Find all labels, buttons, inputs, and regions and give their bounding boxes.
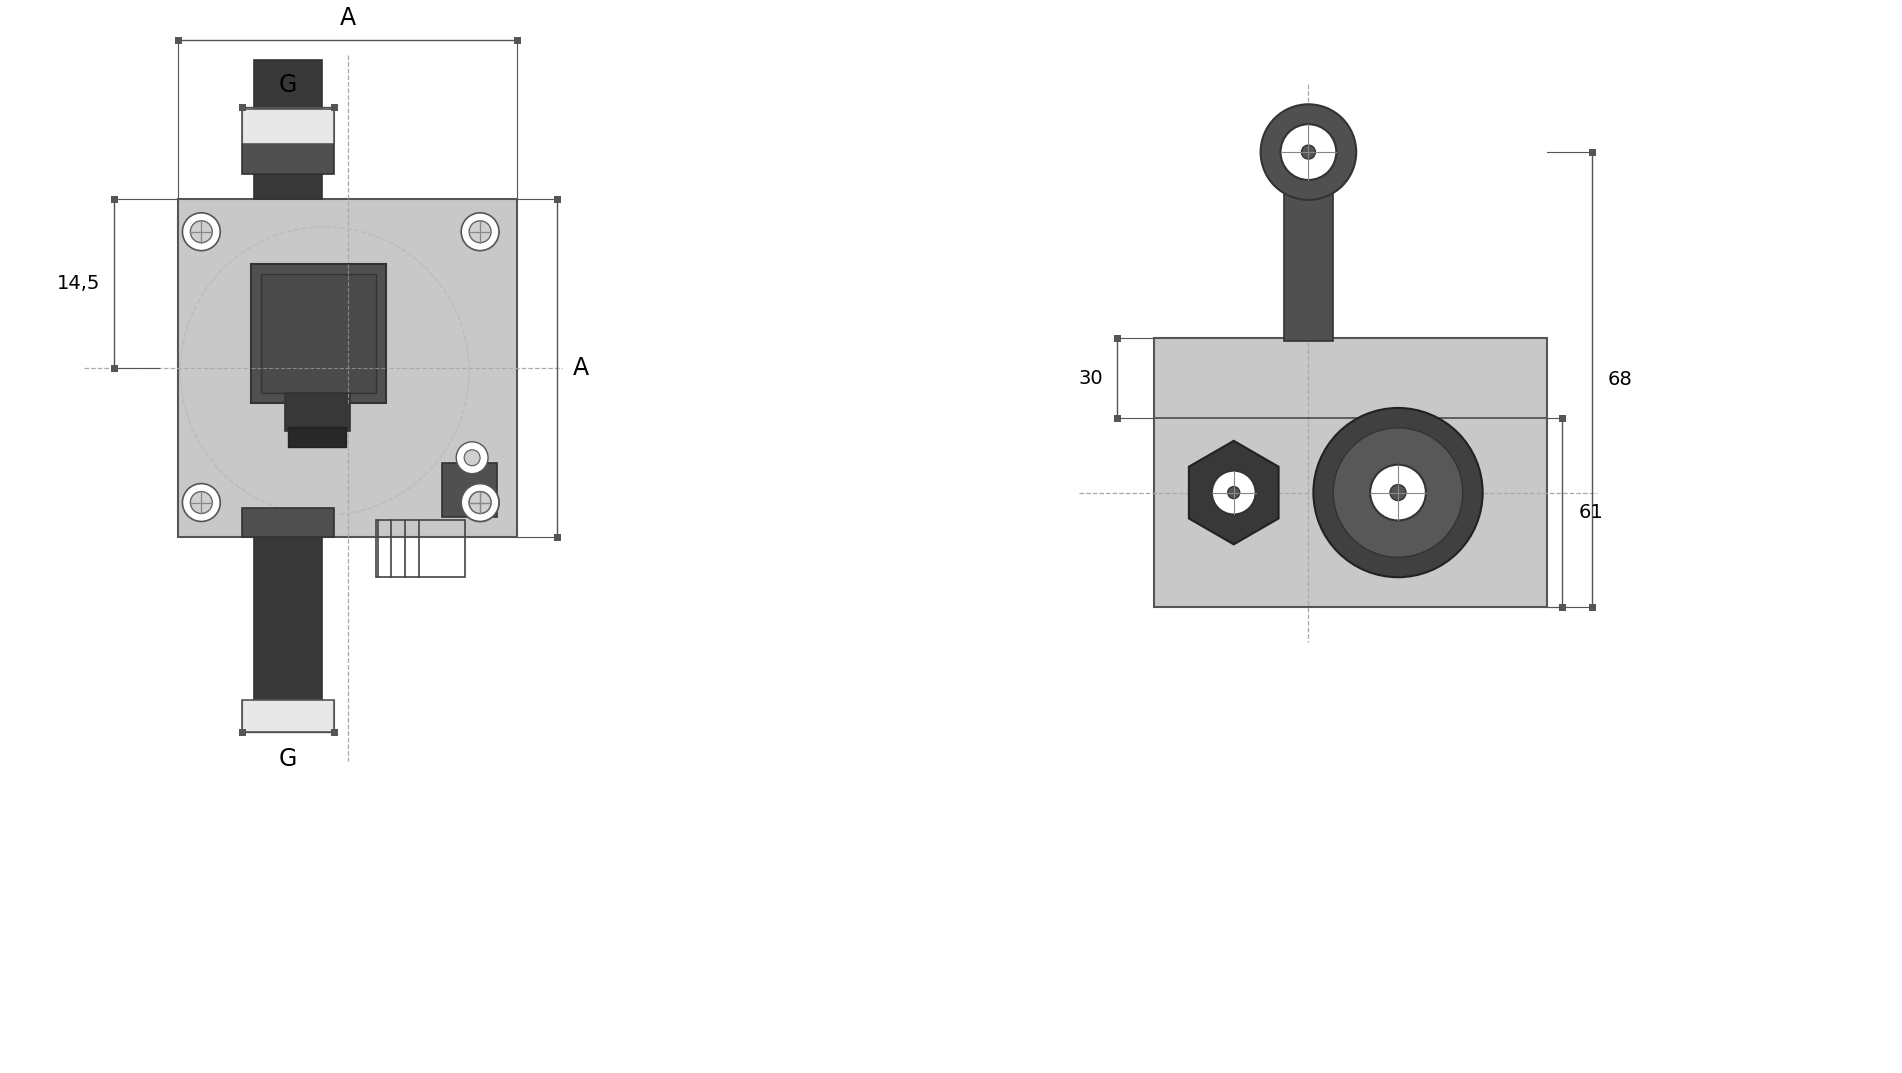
Bar [251,264,386,403]
Bar [240,729,245,735]
Bar [110,365,118,372]
Bar [443,462,496,517]
Bar [255,59,321,199]
Bar [1155,338,1548,607]
Bar [1590,149,1596,156]
Circle shape [1390,485,1406,500]
Circle shape [460,484,498,521]
Polygon shape [1189,441,1278,544]
Bar [242,700,333,732]
Circle shape [1261,104,1356,200]
Text: G: G [280,73,297,98]
Bar [179,199,517,538]
Bar [1590,604,1596,611]
Bar [1115,415,1122,422]
Bar [261,274,375,393]
Circle shape [183,212,221,251]
Text: 61: 61 [1579,503,1603,521]
Text: 68: 68 [1607,370,1632,389]
Bar [1560,415,1565,422]
Circle shape [464,450,479,466]
Circle shape [1229,487,1240,499]
Text: 30: 30 [1078,369,1103,387]
Bar [255,538,321,702]
Circle shape [460,212,498,251]
Bar [331,104,339,112]
Circle shape [1314,408,1484,577]
Circle shape [1369,465,1426,520]
Text: A: A [340,5,356,30]
Text: 14,5: 14,5 [57,274,99,293]
Circle shape [470,221,491,242]
Bar [1115,335,1122,342]
Circle shape [183,484,221,521]
Circle shape [1280,124,1337,180]
Circle shape [190,491,213,514]
Bar [1560,604,1565,611]
Bar [553,534,561,542]
Bar [331,729,339,735]
Bar [240,104,245,112]
Circle shape [1333,428,1463,557]
Bar [553,196,561,203]
Bar [242,109,333,144]
Circle shape [1212,471,1255,514]
Text: A: A [573,356,590,380]
Bar [514,36,521,44]
Circle shape [1301,145,1316,159]
Bar [242,144,333,174]
Text: G: G [280,748,297,771]
Bar [285,393,350,431]
Bar [287,427,346,446]
Bar [175,36,183,44]
Bar [110,196,118,203]
Circle shape [470,491,491,514]
Circle shape [190,221,213,242]
Circle shape [470,491,491,514]
Bar [1284,152,1333,341]
Circle shape [460,484,498,521]
Bar [242,508,333,538]
Bar [375,520,466,577]
Circle shape [456,442,489,473]
